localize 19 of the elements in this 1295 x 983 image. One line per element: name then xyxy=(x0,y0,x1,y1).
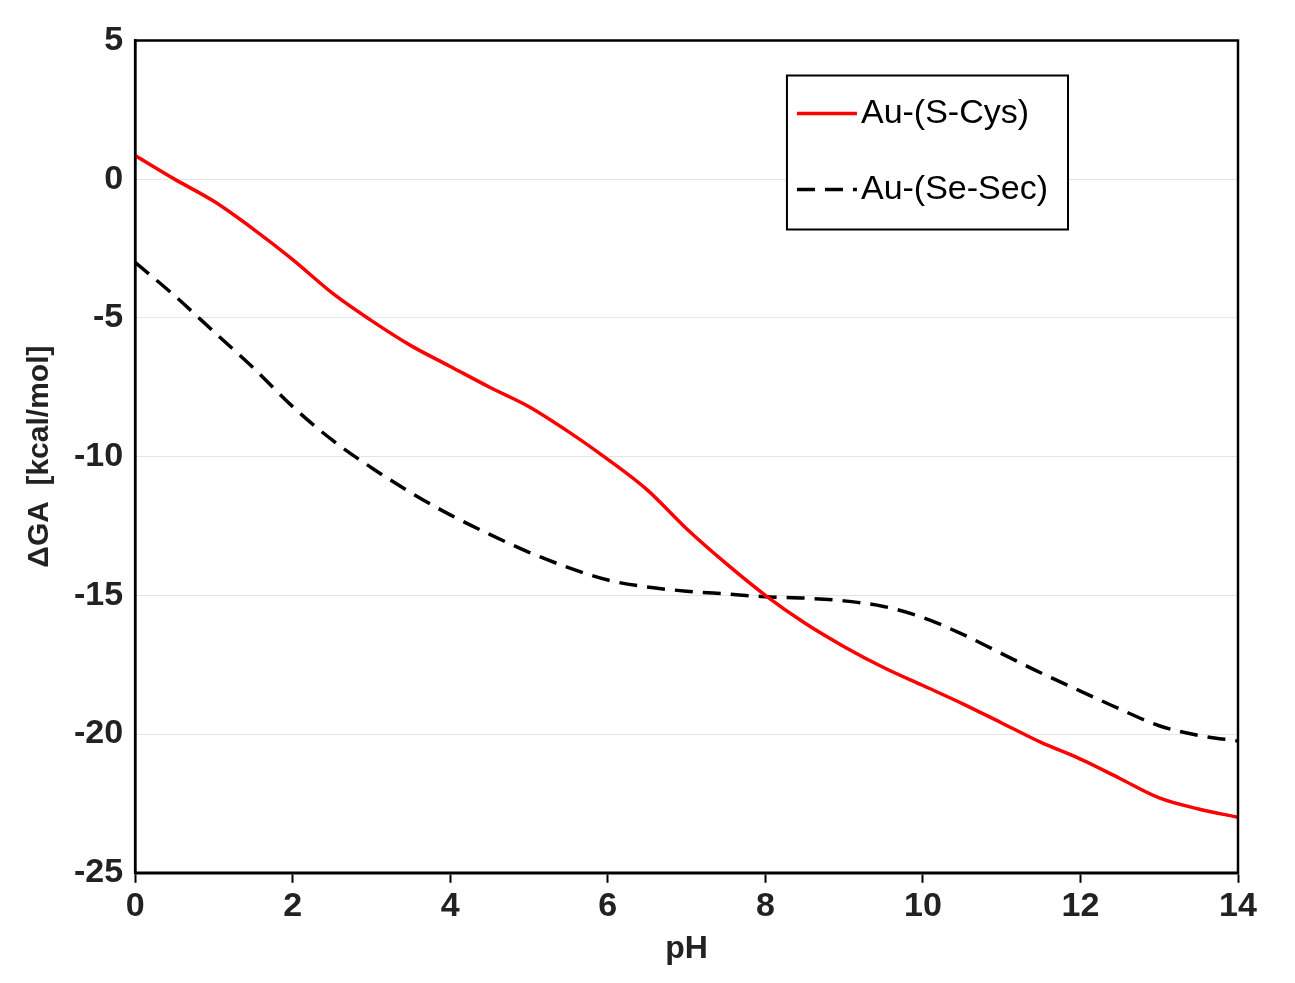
legend-label: Au-(S-Cys) xyxy=(860,91,1030,130)
x-tick-label: 10 xyxy=(903,884,942,923)
x-tick-label: 2 xyxy=(283,884,303,923)
x-tick-label: 12 xyxy=(1061,884,1100,923)
y-tick-label: -10 xyxy=(74,434,124,473)
y-tick-label: -5 xyxy=(92,296,124,335)
y-tick-label: -20 xyxy=(74,712,124,751)
x-tick-label: 6 xyxy=(598,884,618,923)
y-tick-label: -15 xyxy=(74,573,124,612)
x-axis-title: pH xyxy=(665,928,708,965)
y-tick-label: 5 xyxy=(104,18,124,57)
x-tick-label: 8 xyxy=(755,884,775,923)
x-tick-label: 4 xyxy=(440,884,460,923)
x-tick-label: 14 xyxy=(1219,884,1257,923)
line-series xyxy=(135,153,1238,820)
y-tick-label: -25 xyxy=(74,851,124,890)
legend-label: Au-(Se-Sec) xyxy=(860,167,1049,206)
y-axis-title: ΔGA [kcal/mol] xyxy=(21,345,55,568)
y-tick-label: 0 xyxy=(104,157,124,196)
